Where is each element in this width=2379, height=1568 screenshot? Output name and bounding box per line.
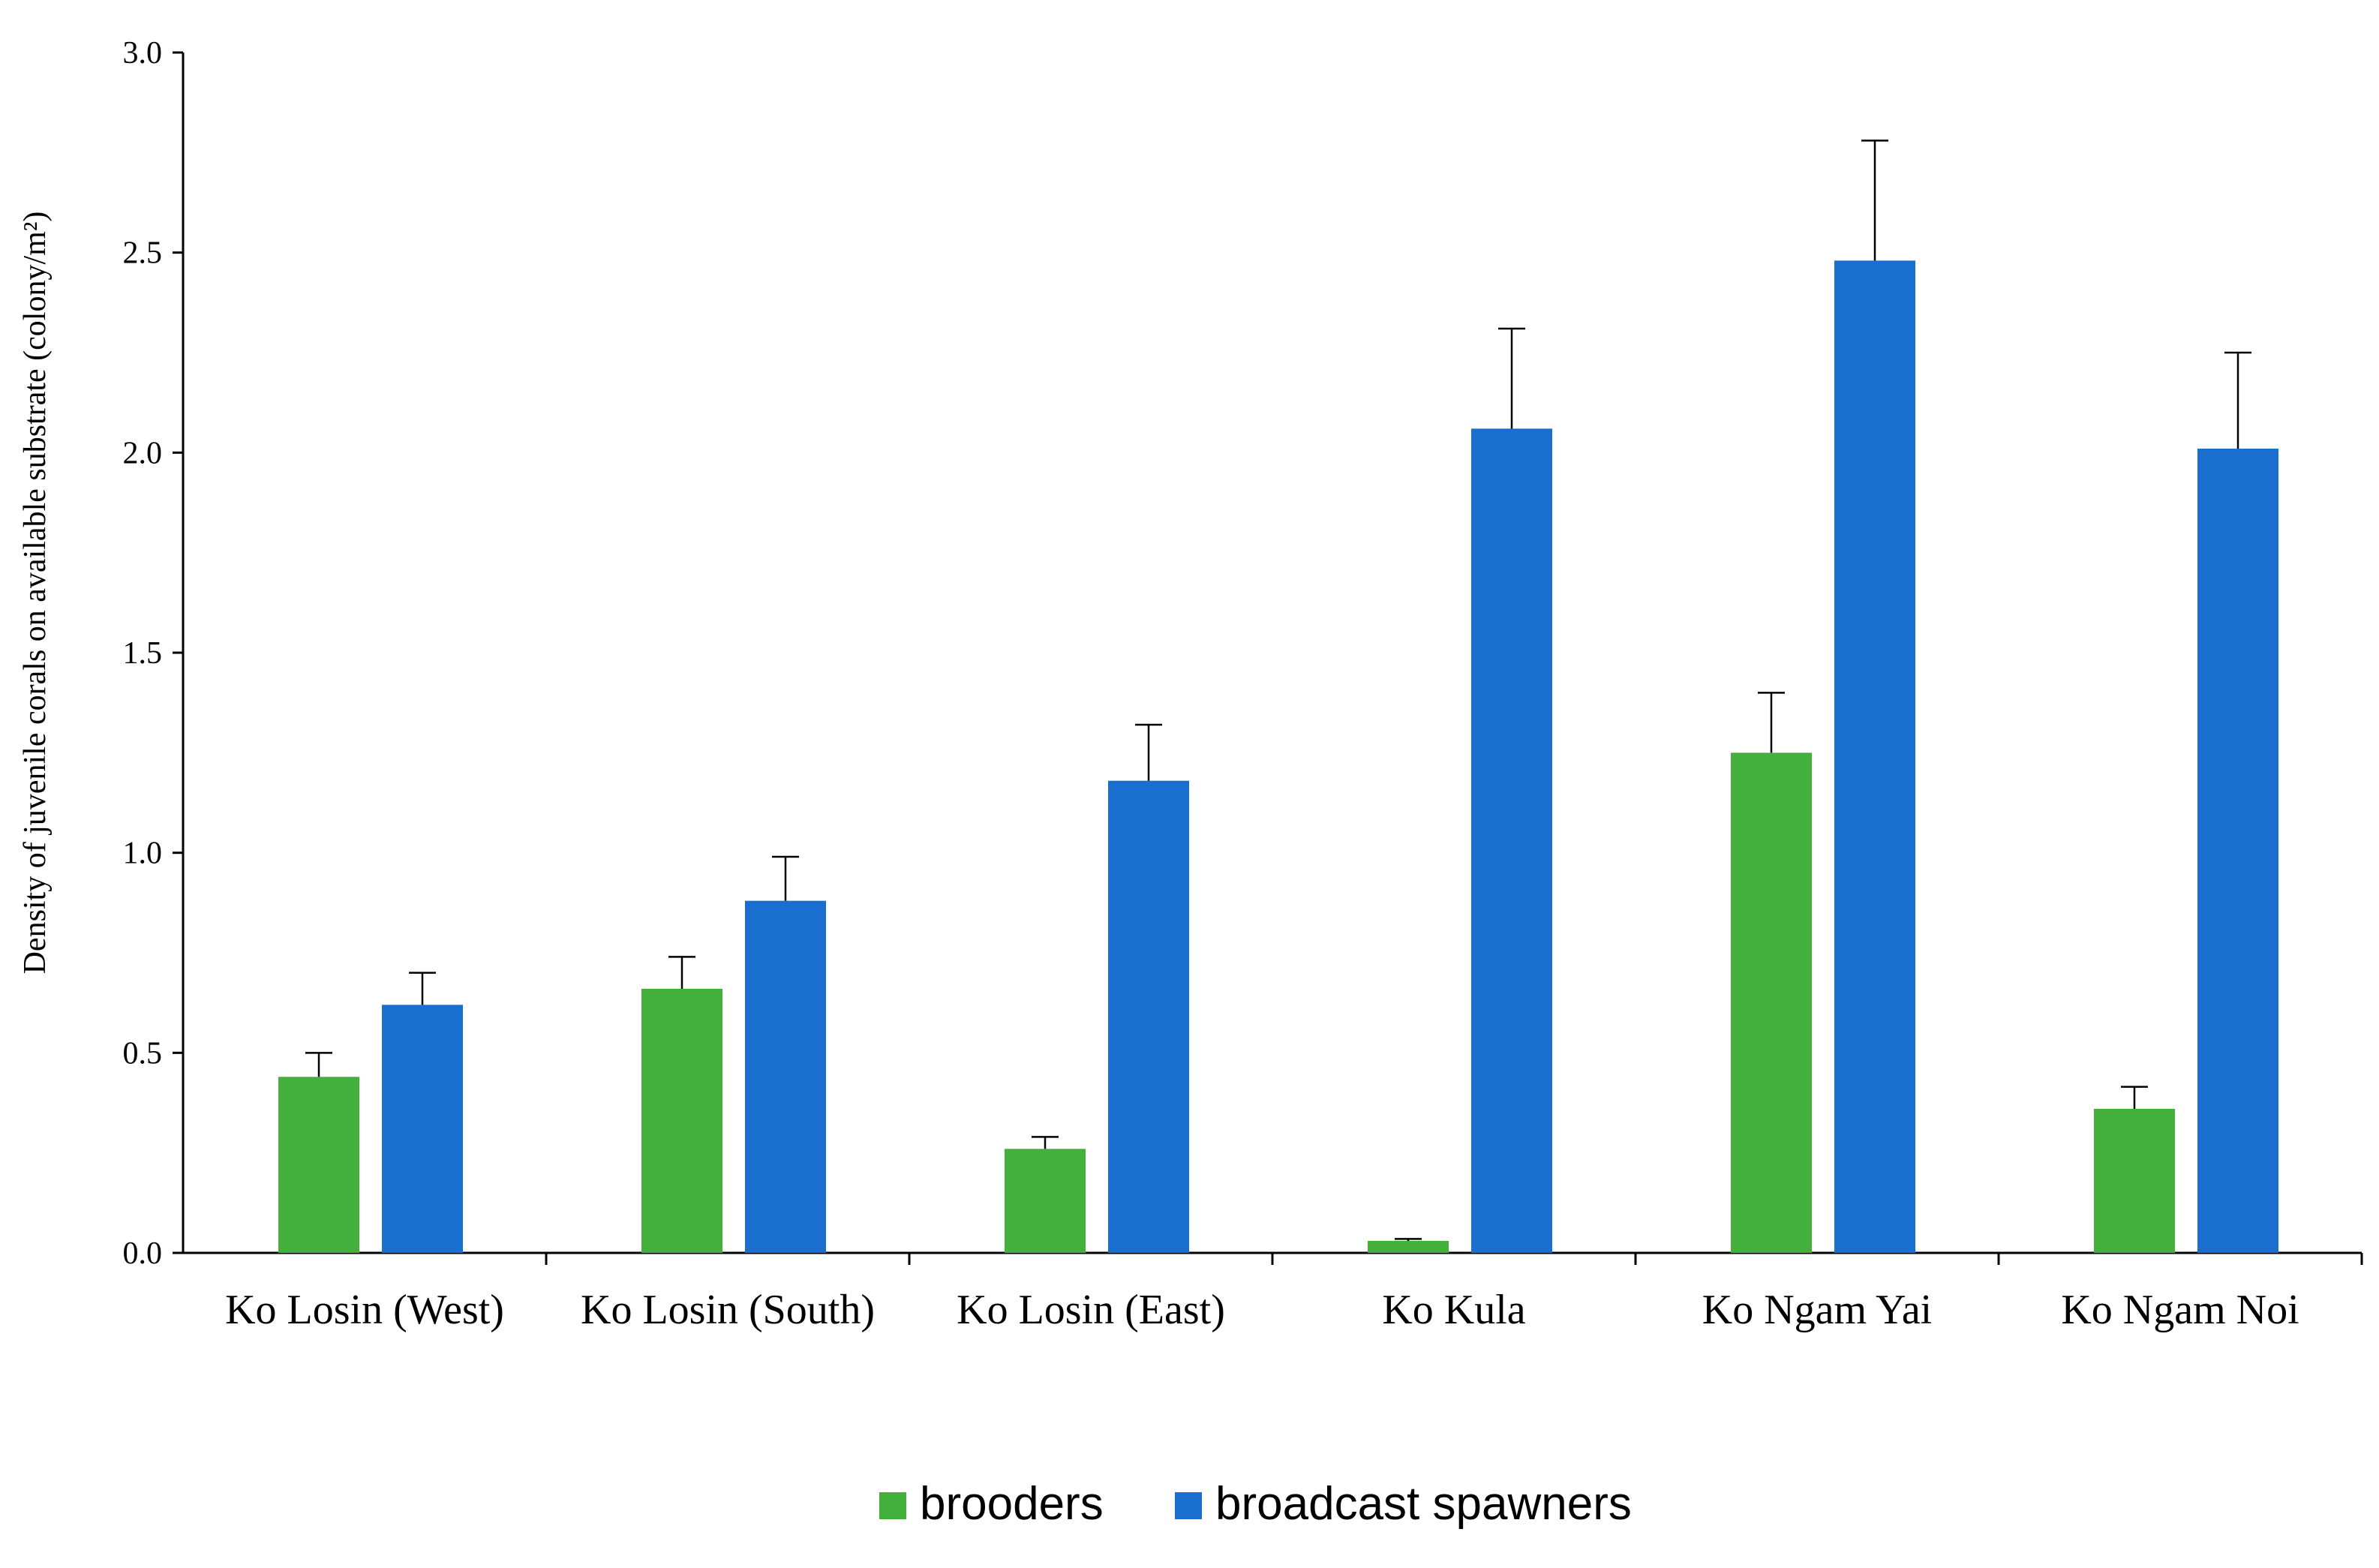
x-tick-label: Ko Kula xyxy=(1382,1287,1525,1333)
x-axis-labels: Ko Losin (West) Ko Losin (South) Ko Losin … xyxy=(225,1287,2299,1333)
y-tick-label: 1.0 xyxy=(123,837,163,871)
y-tick-label: 2.0 xyxy=(123,436,163,470)
legend-label: broadcast spawners xyxy=(1215,1478,1632,1530)
x-tick-label: Ko Losin (West) xyxy=(225,1287,504,1333)
bar-broadcast-spawners xyxy=(382,1005,463,1253)
x-tick-label: Ko Ngam Noi xyxy=(2061,1287,2299,1333)
bar-broadcast-spawners xyxy=(2197,449,2278,1253)
bar-broadcast-spawners xyxy=(1834,260,1915,1253)
y-tick-label: 1.5 xyxy=(123,636,163,671)
bar-broadcast-spawners xyxy=(1471,428,1552,1254)
bars xyxy=(278,260,2278,1254)
bar-broadcast-spawners xyxy=(745,900,826,1253)
y-axis-ticks: 0.0 0.5 1.0 1.5 2.0 2.5 3.0 xyxy=(123,36,183,1271)
y-tick-label: 0.5 xyxy=(123,1036,163,1071)
legend-swatch-broadcast-spawners xyxy=(1175,1492,1202,1519)
error-bars xyxy=(305,140,2251,1241)
bar-broadcast-spawners xyxy=(1108,780,1189,1253)
legend: brooders broadcast spawners xyxy=(879,1478,1632,1530)
axes xyxy=(182,53,2363,1265)
bar-brooders xyxy=(278,1077,359,1253)
y-tick-label: 2.5 xyxy=(123,236,163,271)
bar-brooders xyxy=(1368,1241,1449,1253)
x-tick-label: Ko Losin (South) xyxy=(581,1287,875,1333)
bar-brooders xyxy=(1731,752,1812,1253)
bar-brooders xyxy=(2094,1109,2175,1253)
legend-label: brooders xyxy=(920,1478,1104,1530)
y-axis-title: Density of juvenile corals on available … xyxy=(18,212,53,975)
y-tick-label: 0.0 xyxy=(123,1236,163,1271)
legend-swatch-brooders xyxy=(879,1492,906,1519)
bar-brooders xyxy=(1005,1149,1086,1253)
y-tick-label: 3.0 xyxy=(123,36,163,71)
x-tick-label: Ko Losin (East) xyxy=(957,1287,1225,1333)
bar-brooders xyxy=(641,989,722,1253)
x-tick-label: Ko Ngam Yai xyxy=(1702,1287,1932,1333)
